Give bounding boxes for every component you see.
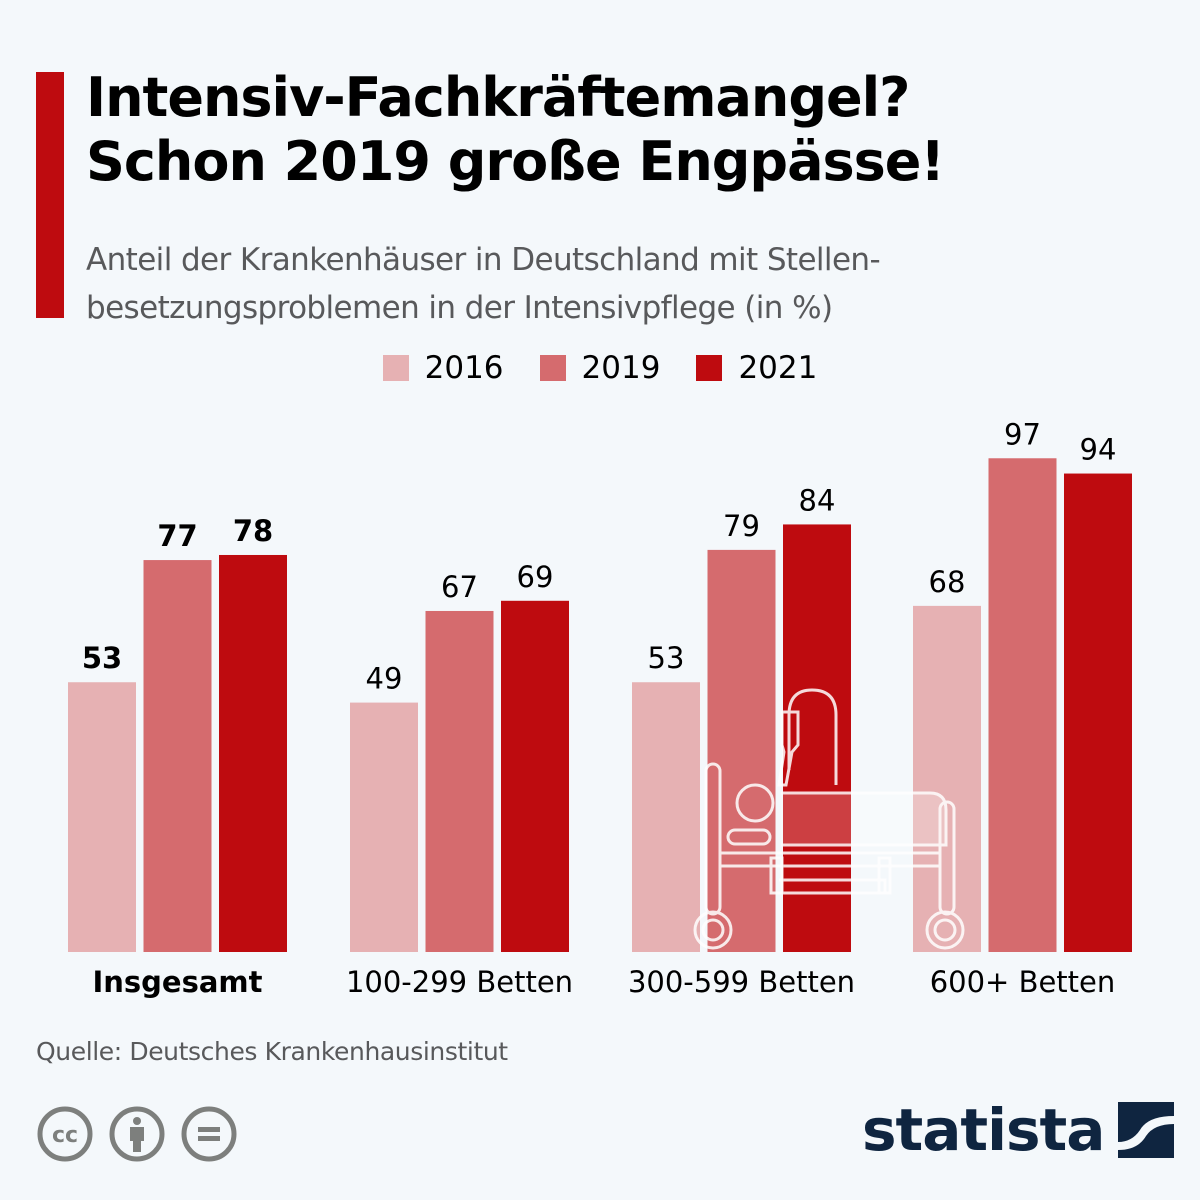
attribution-icon[interactable] xyxy=(108,1105,166,1163)
legend-swatch xyxy=(696,355,723,381)
bar-2019-1 xyxy=(425,610,494,952)
bar-2016-3 xyxy=(913,605,981,952)
category-label: 600+ Betten xyxy=(930,965,1116,999)
data-label: 53 xyxy=(82,641,122,675)
bar-2021-1 xyxy=(501,600,569,952)
statista-logo-icon xyxy=(1118,1102,1175,1158)
category-label: Insgesamt xyxy=(92,965,262,999)
labels-layer: 53 77 78 Insgesamt 49 67 69 100-299 Betten 53 79 8… xyxy=(82,417,1117,999)
license-icons: cc xyxy=(36,1105,238,1163)
brand-name: statista xyxy=(862,1096,1105,1164)
chart-subtitle: Anteil der Krankenhäuser in Deutschland … xyxy=(86,236,1166,332)
bar-2019-0 xyxy=(143,560,212,952)
legend-swatch xyxy=(382,355,409,381)
data-label: 79 xyxy=(723,509,760,543)
bar-2021-2 xyxy=(783,524,851,952)
data-label: 67 xyxy=(441,570,478,604)
legend-label: 2019 xyxy=(581,350,661,386)
subtitle-line-2: besetzungsproblemen in der Intensivpfleg… xyxy=(86,290,833,326)
category-label: 300-599 Betten xyxy=(628,965,855,999)
bar-2019-3 xyxy=(988,458,1057,952)
data-label: 69 xyxy=(517,560,554,594)
data-label: 94 xyxy=(1080,433,1117,467)
bar-2021-3 xyxy=(1064,473,1132,952)
data-label: 97 xyxy=(1004,417,1041,451)
legend-label: 2016 xyxy=(424,350,504,386)
data-label: 68 xyxy=(929,565,966,599)
bar-2021-0 xyxy=(219,554,287,952)
category-label: 100-299 Betten xyxy=(346,965,573,999)
bar-2016-1 xyxy=(350,702,418,952)
legend-item-2019: 2019 xyxy=(539,350,661,386)
data-label: 78 xyxy=(233,514,273,548)
legend-label: 2021 xyxy=(738,350,818,386)
legend-item-2016: 2016 xyxy=(382,350,504,386)
subtitle-line-1: Anteil der Krankenhäuser in Deutschland … xyxy=(86,242,881,278)
svg-text:cc: cc xyxy=(52,1123,78,1148)
title-accent-bar xyxy=(36,72,64,318)
bar-chart: 53 77 78 Insgesamt 49 67 69 100-299 Betten 53 79 8… xyxy=(68,417,1132,999)
title-line-1: Intensiv-Fachkräftemangel? xyxy=(86,66,910,129)
legend: 2016 2019 2021 xyxy=(0,350,1200,386)
data-label: 84 xyxy=(799,483,836,517)
data-label: 49 xyxy=(366,662,403,696)
hospital-bed-icon xyxy=(693,688,965,950)
legend-swatch xyxy=(539,355,566,381)
bar-2016-0 xyxy=(68,682,136,952)
data-label: 77 xyxy=(157,519,197,553)
bars-layer xyxy=(68,458,1132,952)
source-note: Quelle: Deutsches Krankenhausinstitut xyxy=(36,1037,508,1066)
data-label: 53 xyxy=(648,641,685,675)
bar-2016-2 xyxy=(632,682,700,952)
legend-item-2021: 2021 xyxy=(696,350,817,386)
chart-title: Intensiv-Fachkräftemangel? Schon 2019 gr… xyxy=(86,66,1186,194)
no-derivatives-icon[interactable] xyxy=(180,1105,238,1163)
bar-2019-2 xyxy=(707,549,776,952)
title-line-2: Schon 2019 große Engpässe! xyxy=(86,130,945,193)
statista-logo[interactable]: statista xyxy=(862,1096,1175,1164)
cc-icon[interactable]: cc xyxy=(36,1105,94,1163)
